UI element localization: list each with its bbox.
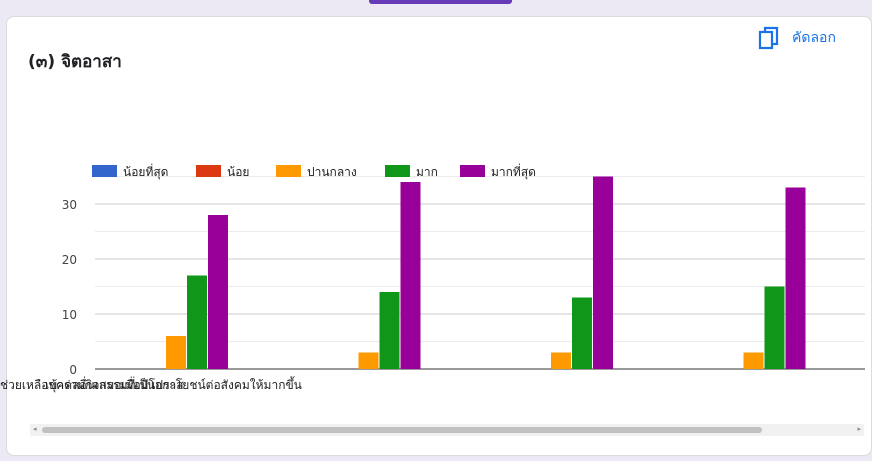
bar <box>187 275 207 369</box>
bar <box>572 297 592 369</box>
legend-label: น้อยที่สุด <box>123 163 168 180</box>
bar <box>208 215 228 369</box>
copy-icon <box>758 26 779 50</box>
question-title: (๓) จิตอาสา <box>28 52 122 72</box>
y-tick-label: 0 <box>69 363 77 377</box>
x-category-label: เข้าร่วมกิจกรรมที่เป็นประโยชน์ต่อสังคมให… <box>45 376 302 392</box>
bar-chart: น้อยที่สุด น้อย ปานกลาง มาก มากที่สุด 0 10 20 3… <box>0 163 865 393</box>
bar <box>358 352 379 369</box>
bar <box>166 336 186 369</box>
bars <box>166 176 806 369</box>
bar <box>593 176 613 369</box>
y-tick-label: 30 <box>62 198 77 212</box>
question-card <box>6 16 872 456</box>
legend-swatch <box>196 165 221 177</box>
x-axis-labels: เข้าร่วมกิจกรรมที่เป็นประโยชน์ต่อสังคมให… <box>0 376 302 393</box>
legend-swatch <box>460 165 485 177</box>
bar <box>785 187 806 369</box>
legend-label: น้อย <box>227 165 249 179</box>
y-tick-label: 20 <box>62 253 77 267</box>
bar <box>400 182 421 369</box>
horizontal-scrollbar[interactable]: ◂ ▸ <box>30 424 864 436</box>
legend-label: มาก <box>416 165 438 179</box>
bar <box>764 286 785 369</box>
scrollbar-thumb[interactable] <box>42 427 762 433</box>
bar <box>551 352 571 369</box>
legend-label: มากที่สุด <box>491 163 536 180</box>
legend-swatch <box>92 165 117 177</box>
legend-label: ปานกลาง <box>307 165 357 179</box>
scroll-left-arrow-icon[interactable]: ◂ <box>33 425 37 433</box>
y-tick-label: 10 <box>62 308 77 322</box>
bar <box>743 352 764 369</box>
copy-button-label: คัดลอก <box>792 30 836 46</box>
bar <box>379 292 400 369</box>
chart-legend: น้อยที่สุด น้อย ปานกลาง มาก มากที่สุด <box>92 163 536 180</box>
legend-swatch <box>276 165 301 177</box>
copy-button[interactable]: คัดลอก <box>758 24 836 52</box>
header-accent-bar <box>369 0 512 4</box>
x-category-label: ช่วยเหลือบุคคลอื่นเสมอเมื่อมีโอกาส <box>0 376 184 393</box>
legend-swatch <box>385 165 410 177</box>
scroll-right-arrow-icon[interactable]: ▸ <box>857 425 861 433</box>
